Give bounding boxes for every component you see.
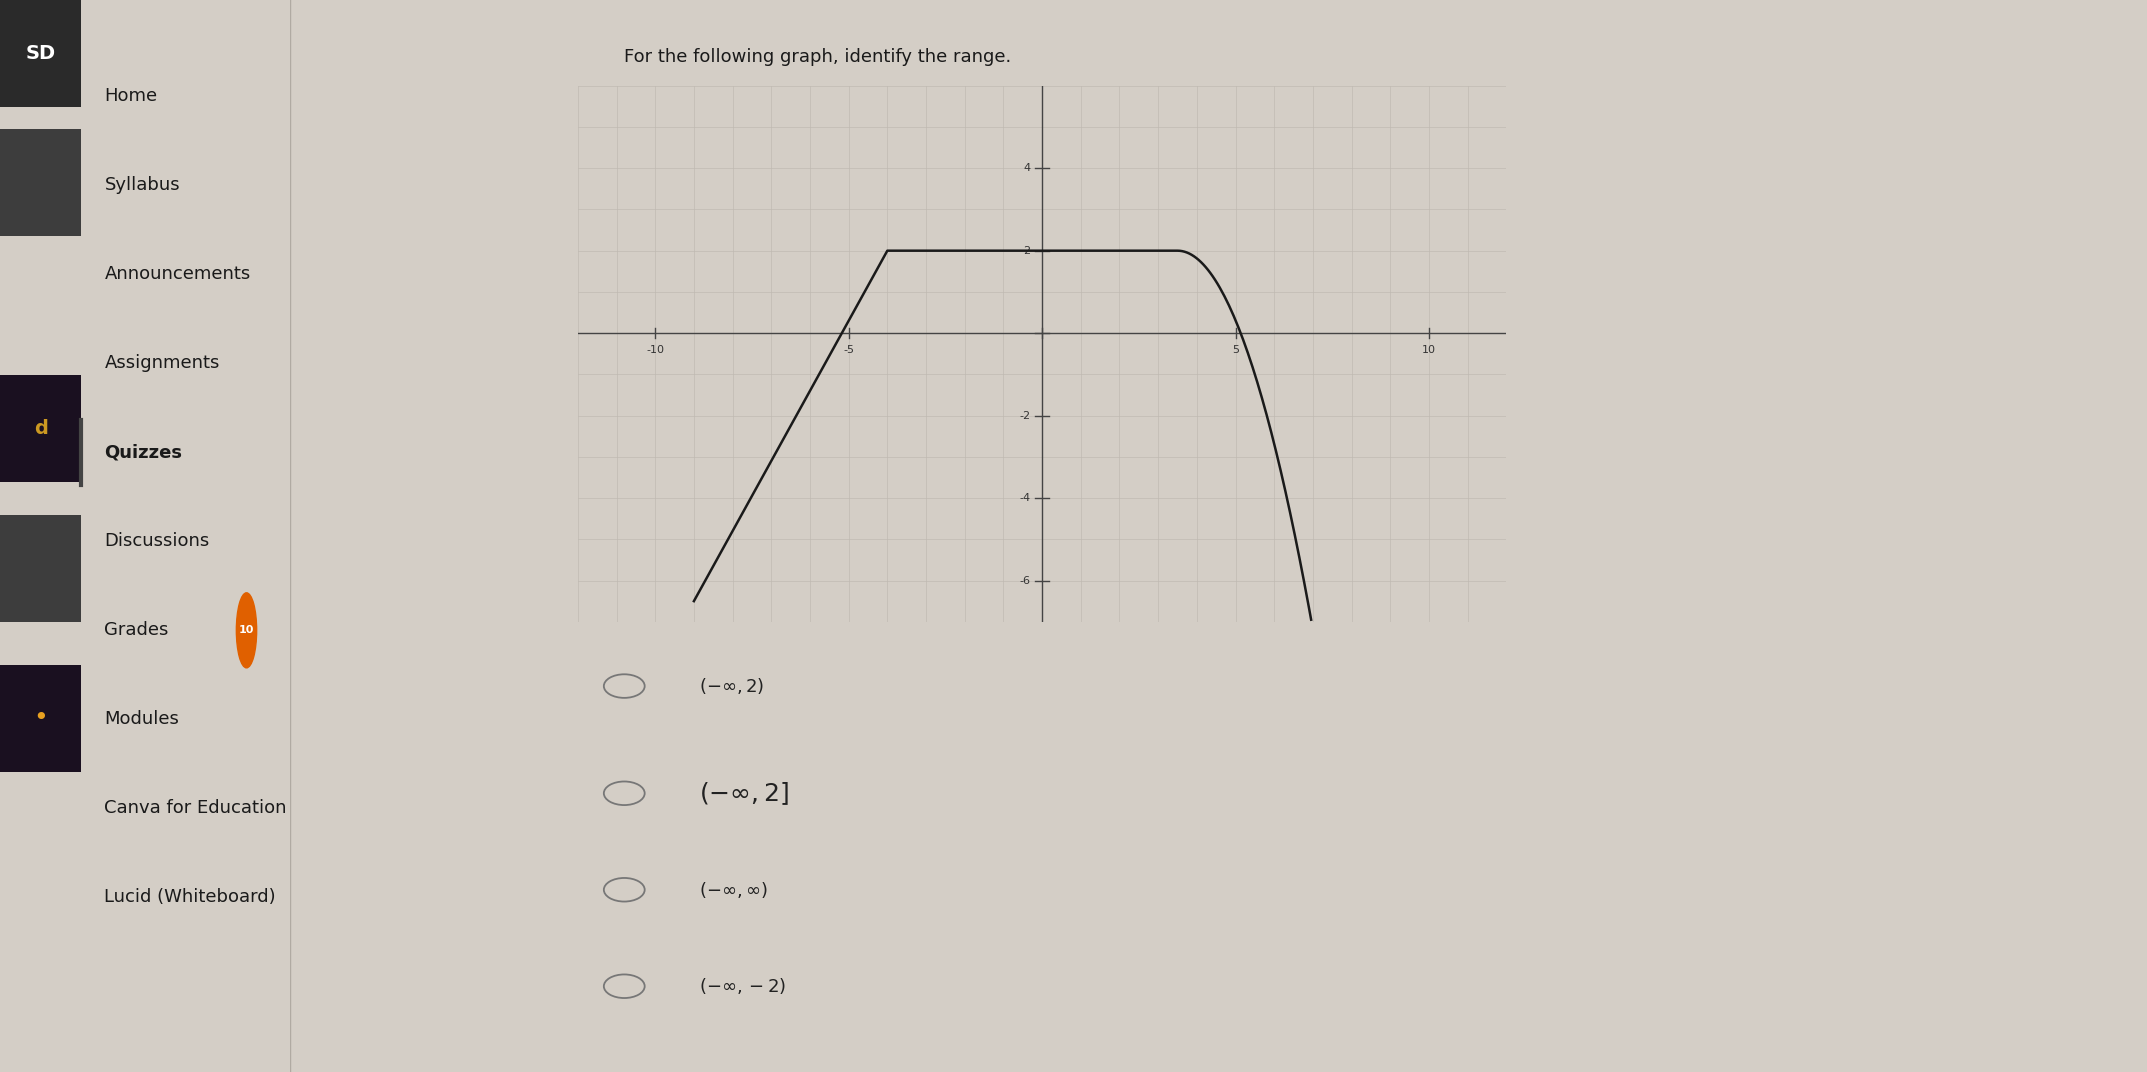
Text: $(-\infty, \infty)$: $(-\infty, \infty)$	[698, 880, 766, 899]
Bar	[0, 515, 82, 622]
Text: Lucid (Whiteboard): Lucid (Whiteboard)	[105, 889, 277, 906]
Text: For the following graph, identify the range.: For the following graph, identify the ra…	[625, 48, 1011, 66]
Text: Canva for Education: Canva for Education	[105, 800, 288, 817]
Text: Syllabus: Syllabus	[105, 177, 180, 194]
Circle shape	[236, 593, 258, 668]
Text: -10: -10	[646, 345, 663, 355]
Text: $(-\infty, 2)$: $(-\infty, 2)$	[698, 676, 764, 696]
Text: $(-\infty, 2]$: $(-\infty, 2]$	[698, 779, 788, 807]
Text: 10: 10	[238, 625, 253, 636]
Text: Home: Home	[105, 88, 157, 105]
Bar	[0, 665, 82, 772]
Bar	[0, 0, 82, 107]
Text: Announcements: Announcements	[105, 266, 251, 283]
Text: 2: 2	[1024, 245, 1031, 256]
Text: Assignments: Assignments	[105, 355, 219, 372]
Text: Quizzes: Quizzes	[105, 444, 182, 461]
Text: -6: -6	[1020, 576, 1031, 585]
Text: 4: 4	[1024, 163, 1031, 174]
Bar	[0, 375, 82, 482]
Text: -4: -4	[1020, 493, 1031, 503]
Text: Discussions: Discussions	[105, 533, 210, 550]
Text: 10: 10	[1421, 345, 1436, 355]
Text: 5: 5	[1232, 345, 1239, 355]
Text: -2: -2	[1020, 411, 1031, 420]
Text: Grades: Grades	[105, 622, 170, 639]
Text: •: •	[32, 706, 47, 730]
Text: -5: -5	[844, 345, 855, 355]
Text: Modules: Modules	[105, 711, 180, 728]
Text: $(-\infty, -2)$: $(-\infty, -2)$	[698, 977, 786, 996]
Bar	[0, 129, 82, 236]
Text: SD: SD	[26, 44, 56, 63]
Text: d: d	[34, 419, 47, 438]
